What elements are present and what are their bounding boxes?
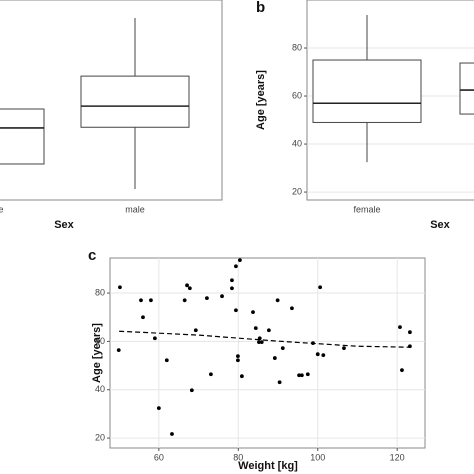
point bbox=[251, 310, 255, 315]
point bbox=[280, 346, 285, 351]
point bbox=[236, 354, 240, 359]
y-tick-label: 40 bbox=[95, 384, 105, 394]
point bbox=[297, 373, 301, 378]
box bbox=[0, 108, 45, 165]
x-axis-label: Weight [kg] bbox=[238, 460, 298, 472]
point bbox=[236, 358, 240, 363]
y-axis-label: Age [years] bbox=[255, 70, 267, 130]
x-tick-label: female bbox=[353, 204, 380, 214]
point bbox=[257, 340, 261, 345]
y-tick-label: 60 bbox=[292, 90, 302, 100]
point bbox=[398, 325, 402, 330]
point bbox=[259, 340, 264, 345]
x-tick-label: 80 bbox=[233, 452, 243, 462]
point bbox=[182, 298, 187, 303]
y-tick-label: 40 bbox=[292, 138, 302, 148]
box bbox=[459, 62, 474, 115]
point bbox=[315, 352, 320, 357]
point bbox=[205, 296, 209, 301]
point bbox=[141, 315, 145, 320]
point bbox=[118, 285, 122, 290]
point bbox=[116, 348, 121, 352]
plot-frame bbox=[0, 0, 223, 201]
point bbox=[187, 286, 192, 291]
point bbox=[230, 286, 234, 291]
x-axis-label: Sex bbox=[54, 219, 74, 231]
x-tick-label: 100 bbox=[310, 452, 325, 462]
y-tick-label: 20 bbox=[95, 432, 105, 442]
point bbox=[139, 298, 143, 303]
point bbox=[400, 368, 404, 373]
point bbox=[193, 328, 198, 333]
point bbox=[185, 283, 189, 288]
point bbox=[237, 258, 242, 263]
point bbox=[152, 336, 157, 341]
panel-label: c bbox=[88, 247, 96, 264]
point bbox=[321, 353, 326, 358]
y-tick-label: 20 bbox=[292, 186, 302, 196]
point bbox=[208, 372, 213, 377]
point bbox=[266, 328, 271, 333]
point bbox=[220, 294, 224, 299]
x-axis-label: Sex bbox=[430, 219, 450, 231]
point bbox=[230, 278, 234, 283]
point bbox=[299, 373, 304, 378]
point bbox=[170, 432, 174, 436]
point bbox=[318, 285, 323, 290]
point bbox=[305, 372, 310, 377]
box bbox=[80, 75, 190, 128]
x-tick-label: 120 bbox=[390, 452, 405, 462]
point bbox=[342, 346, 346, 351]
x-tick-label: female bbox=[0, 204, 4, 214]
point bbox=[290, 306, 294, 311]
y-tick-label: 80 bbox=[292, 42, 302, 52]
point bbox=[239, 374, 244, 379]
plot-frame bbox=[109, 257, 426, 449]
point bbox=[189, 388, 194, 393]
x-tick-label: male bbox=[125, 204, 145, 214]
point bbox=[234, 264, 238, 269]
trend-line bbox=[119, 330, 410, 348]
point bbox=[149, 298, 153, 303]
point bbox=[164, 358, 169, 363]
y-axis-label: Age [years] bbox=[91, 323, 103, 383]
point bbox=[156, 406, 161, 411]
plot-frame bbox=[306, 0, 474, 201]
y-tick-label: 80 bbox=[95, 287, 105, 297]
point bbox=[272, 356, 277, 360]
box bbox=[312, 59, 422, 123]
x-tick-label: 60 bbox=[154, 452, 164, 462]
point bbox=[253, 326, 258, 331]
point bbox=[277, 380, 282, 385]
panel-label: b bbox=[256, 0, 265, 16]
point bbox=[234, 308, 238, 313]
point bbox=[408, 330, 412, 335]
point bbox=[275, 298, 280, 303]
y-tick-label: 60 bbox=[95, 336, 105, 346]
